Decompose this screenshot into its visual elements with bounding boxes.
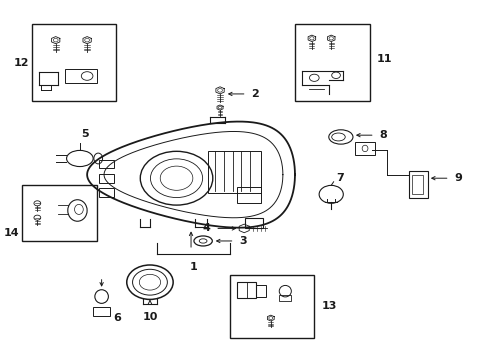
Bar — [99, 159, 114, 168]
Bar — [237, 282, 256, 298]
Bar — [207, 151, 261, 193]
Text: 12: 12 — [14, 58, 29, 68]
Text: 9: 9 — [453, 173, 461, 183]
Text: 10: 10 — [142, 312, 157, 321]
Bar — [31, 24, 116, 101]
Bar — [99, 174, 114, 183]
Text: 4: 4 — [202, 224, 210, 233]
Text: 1: 1 — [189, 262, 197, 273]
Bar — [407, 171, 427, 198]
Bar — [279, 296, 290, 301]
Text: 11: 11 — [376, 54, 392, 64]
Bar — [229, 275, 314, 338]
Text: 5: 5 — [81, 129, 88, 139]
Bar — [99, 188, 114, 197]
Bar — [93, 307, 110, 316]
Bar — [411, 175, 422, 194]
Text: 2: 2 — [251, 89, 259, 99]
Text: 8: 8 — [379, 130, 386, 140]
Text: 6: 6 — [114, 313, 122, 323]
Bar — [244, 218, 262, 228]
Bar — [355, 142, 374, 155]
Bar — [294, 24, 369, 101]
Text: 13: 13 — [321, 301, 336, 311]
Bar — [22, 185, 97, 241]
Bar — [65, 69, 97, 83]
Text: 7: 7 — [335, 173, 343, 183]
Bar — [256, 285, 265, 297]
Text: 14: 14 — [4, 228, 20, 238]
Text: 3: 3 — [239, 236, 246, 246]
Bar — [237, 187, 261, 203]
